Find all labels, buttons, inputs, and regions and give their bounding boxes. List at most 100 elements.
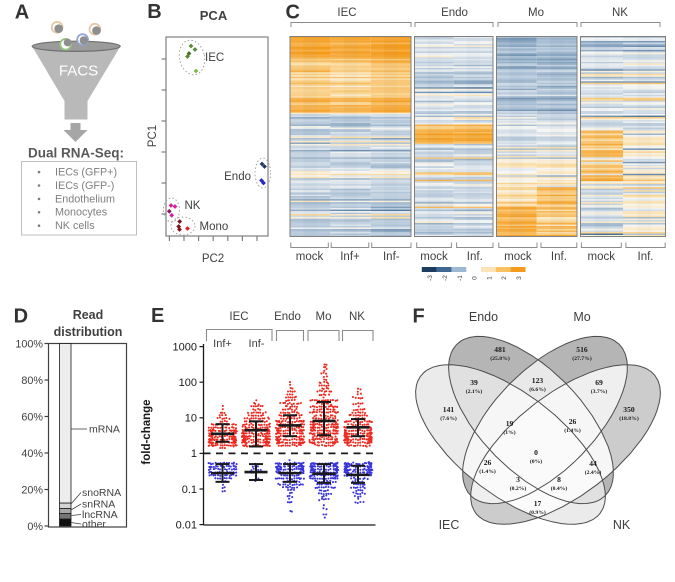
svg-text:(7.6%): (7.6%) bbox=[440, 415, 457, 422]
svg-text:(0.2%): (0.2%) bbox=[510, 485, 527, 492]
svg-text:IECs (GFP-): IECs (GFP-) bbox=[55, 180, 114, 192]
svg-text:A: A bbox=[15, 1, 29, 23]
svg-text:26: 26 bbox=[569, 417, 577, 426]
svg-text:69: 69 bbox=[595, 378, 603, 387]
svg-text:(6.6%): (6.6%) bbox=[529, 386, 546, 393]
svg-text:Mo: Mo bbox=[316, 311, 332, 323]
svg-text:80%: 80% bbox=[21, 375, 43, 387]
svg-text:Inf.: Inf. bbox=[467, 251, 483, 263]
svg-text:0: 0 bbox=[472, 276, 479, 280]
svg-text:FACS: FACS bbox=[59, 63, 98, 80]
svg-text:350: 350 bbox=[623, 405, 635, 414]
svg-text:IECs (GFP+): IECs (GFP+) bbox=[55, 167, 117, 179]
svg-text:Inf-: Inf- bbox=[383, 251, 400, 263]
svg-text:Inf+: Inf+ bbox=[213, 338, 232, 350]
svg-text:100: 100 bbox=[179, 377, 197, 389]
svg-text:PC2: PC2 bbox=[202, 253, 224, 265]
svg-text:IEC: IEC bbox=[229, 311, 248, 323]
svg-text:mock: mock bbox=[420, 251, 448, 263]
svg-text:Mo: Mo bbox=[573, 310, 590, 324]
svg-text:(0%): (0%) bbox=[530, 458, 542, 465]
svg-text:-1: -1 bbox=[457, 275, 464, 281]
svg-text:3: 3 bbox=[516, 475, 520, 484]
svg-text:mRNA: mRNA bbox=[89, 424, 120, 436]
svg-text:Endo: Endo bbox=[224, 171, 251, 183]
svg-text:2: 2 bbox=[501, 276, 508, 280]
svg-text:PCA: PCA bbox=[200, 8, 228, 23]
svg-text:(1%): (1%) bbox=[503, 429, 515, 436]
svg-text:Read: Read bbox=[73, 308, 104, 322]
svg-text:(2.1%): (2.1%) bbox=[466, 388, 483, 395]
svg-text:Inf.: Inf. bbox=[638, 251, 654, 263]
svg-text:-3: -3 bbox=[427, 275, 434, 281]
svg-text:IEC: IEC bbox=[205, 52, 224, 64]
svg-text:(27.7%): (27.7%) bbox=[572, 355, 592, 362]
svg-text:3: 3 bbox=[516, 276, 523, 280]
svg-text:481: 481 bbox=[494, 345, 506, 354]
svg-text:IEC: IEC bbox=[337, 7, 356, 19]
svg-text:0.01: 0.01 bbox=[176, 519, 197, 531]
svg-text:NK: NK bbox=[612, 7, 628, 19]
svg-text:(2.4%): (2.4%) bbox=[585, 469, 602, 476]
svg-text:123: 123 bbox=[532, 376, 544, 385]
svg-text:100%: 100% bbox=[15, 338, 43, 350]
svg-text:mock: mock bbox=[588, 251, 616, 263]
svg-text:Endo: Endo bbox=[441, 7, 468, 19]
svg-text:(18.8%): (18.8%) bbox=[619, 415, 639, 422]
svg-text:F: F bbox=[413, 306, 425, 328]
svg-text:NK: NK bbox=[185, 200, 201, 212]
svg-text:(0.9%): (0.9%) bbox=[529, 509, 546, 516]
svg-text:NK cells: NK cells bbox=[55, 220, 95, 232]
svg-text:1: 1 bbox=[486, 276, 493, 280]
svg-text:Mo: Mo bbox=[528, 7, 544, 19]
svg-text:Dual RNA-Seq:: Dual RNA-Seq: bbox=[28, 145, 124, 160]
svg-text:19: 19 bbox=[506, 419, 514, 428]
svg-text:distribution: distribution bbox=[54, 325, 123, 339]
svg-text:B: B bbox=[147, 1, 161, 23]
svg-text:mock: mock bbox=[296, 251, 324, 263]
svg-text:Monocytes: Monocytes bbox=[55, 207, 108, 219]
svg-text:Inf+: Inf+ bbox=[340, 251, 360, 263]
svg-text:0%: 0% bbox=[27, 521, 43, 533]
svg-text:17: 17 bbox=[534, 499, 542, 508]
svg-text:Endo: Endo bbox=[274, 311, 301, 323]
svg-text:26: 26 bbox=[484, 458, 492, 467]
svg-text:fold-change: fold-change bbox=[141, 399, 153, 464]
svg-text:1000: 1000 bbox=[173, 341, 197, 353]
svg-text:other: other bbox=[82, 519, 106, 531]
svg-text:0: 0 bbox=[534, 448, 538, 457]
svg-text:snRNA: snRNA bbox=[82, 499, 115, 511]
svg-text:NK: NK bbox=[613, 518, 631, 532]
svg-text:mock: mock bbox=[504, 251, 532, 263]
svg-text:Inf-: Inf- bbox=[249, 338, 265, 350]
svg-text:8: 8 bbox=[557, 475, 561, 484]
svg-text:44: 44 bbox=[589, 459, 597, 468]
svg-text:(25.8%): (25.8%) bbox=[490, 355, 510, 362]
svg-text:NK: NK bbox=[349, 311, 365, 323]
svg-text:lncRNA: lncRNA bbox=[82, 509, 118, 521]
svg-text:(0.4%): (0.4%) bbox=[551, 485, 568, 492]
svg-text:(1.4%): (1.4%) bbox=[479, 468, 496, 475]
svg-text:Endothelium: Endothelium bbox=[55, 193, 115, 205]
svg-text:(1.4%): (1.4%) bbox=[564, 427, 581, 434]
svg-text:Inf.: Inf. bbox=[551, 251, 567, 263]
svg-text:IEC: IEC bbox=[439, 518, 460, 532]
svg-text:PC1: PC1 bbox=[147, 125, 159, 147]
svg-text:0.1: 0.1 bbox=[182, 484, 197, 496]
svg-text:(3.7%): (3.7%) bbox=[591, 388, 608, 395]
svg-text:D: D bbox=[14, 305, 28, 327]
svg-text:snoRNA: snoRNA bbox=[82, 487, 121, 499]
svg-text:Mono: Mono bbox=[200, 221, 229, 233]
svg-text:20%: 20% bbox=[21, 484, 43, 496]
svg-text:-2: -2 bbox=[442, 275, 449, 281]
svg-text:E: E bbox=[151, 305, 164, 327]
svg-text:10: 10 bbox=[185, 413, 197, 425]
svg-text:141: 141 bbox=[443, 405, 455, 414]
svg-text:1: 1 bbox=[191, 448, 197, 460]
svg-text:C: C bbox=[286, 2, 300, 24]
svg-text:Endo: Endo bbox=[469, 310, 498, 324]
svg-text:516: 516 bbox=[576, 345, 588, 354]
svg-text:39: 39 bbox=[470, 378, 478, 387]
svg-text:40%: 40% bbox=[21, 448, 43, 460]
svg-text:60%: 60% bbox=[21, 411, 43, 423]
